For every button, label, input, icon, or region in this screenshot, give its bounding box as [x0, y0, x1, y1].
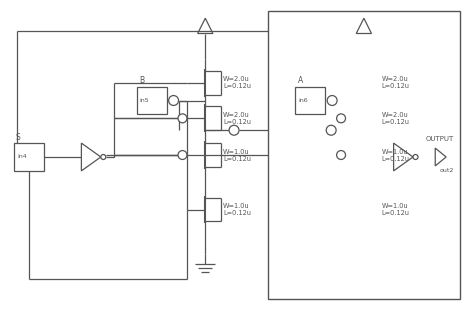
Text: W=1.0u
L=0.12u: W=1.0u L=0.12u [382, 203, 410, 216]
Circle shape [327, 95, 337, 105]
Text: W=1.0u
L=0.12u: W=1.0u L=0.12u [223, 203, 251, 216]
Circle shape [178, 151, 187, 159]
Bar [14, 143, 44, 171]
Circle shape [101, 155, 106, 160]
Text: out2: out2 [439, 168, 454, 173]
Text: W=2.0u
L=0.12u: W=2.0u L=0.12u [382, 112, 410, 125]
Circle shape [178, 114, 187, 123]
Text: S: S [16, 133, 21, 142]
Text: W=2.0u
L=0.12u: W=2.0u L=0.12u [382, 76, 410, 89]
Text: W=2.0u
L=0.12u: W=2.0u L=0.12u [223, 76, 251, 89]
Circle shape [169, 95, 179, 105]
Circle shape [229, 125, 239, 135]
Text: W=2.0u
L=0.12u: W=2.0u L=0.12u [223, 112, 251, 125]
Bar [137, 87, 167, 114]
Text: W=1.0u
L=0.12u: W=1.0u L=0.12u [382, 148, 410, 162]
Text: A: A [298, 76, 303, 85]
Text: in4: in4 [17, 155, 27, 160]
Circle shape [326, 125, 336, 135]
Bar [295, 87, 325, 114]
Text: in5: in5 [140, 98, 149, 103]
Circle shape [337, 151, 346, 159]
Text: OUTPUT: OUTPUT [425, 136, 454, 142]
Circle shape [413, 155, 418, 160]
Text: W=1.0u
L=0.12u: W=1.0u L=0.12u [223, 148, 251, 162]
Bar [268, 11, 460, 299]
Circle shape [337, 114, 346, 123]
Text: B: B [139, 76, 144, 85]
Text: in6: in6 [299, 98, 308, 103]
